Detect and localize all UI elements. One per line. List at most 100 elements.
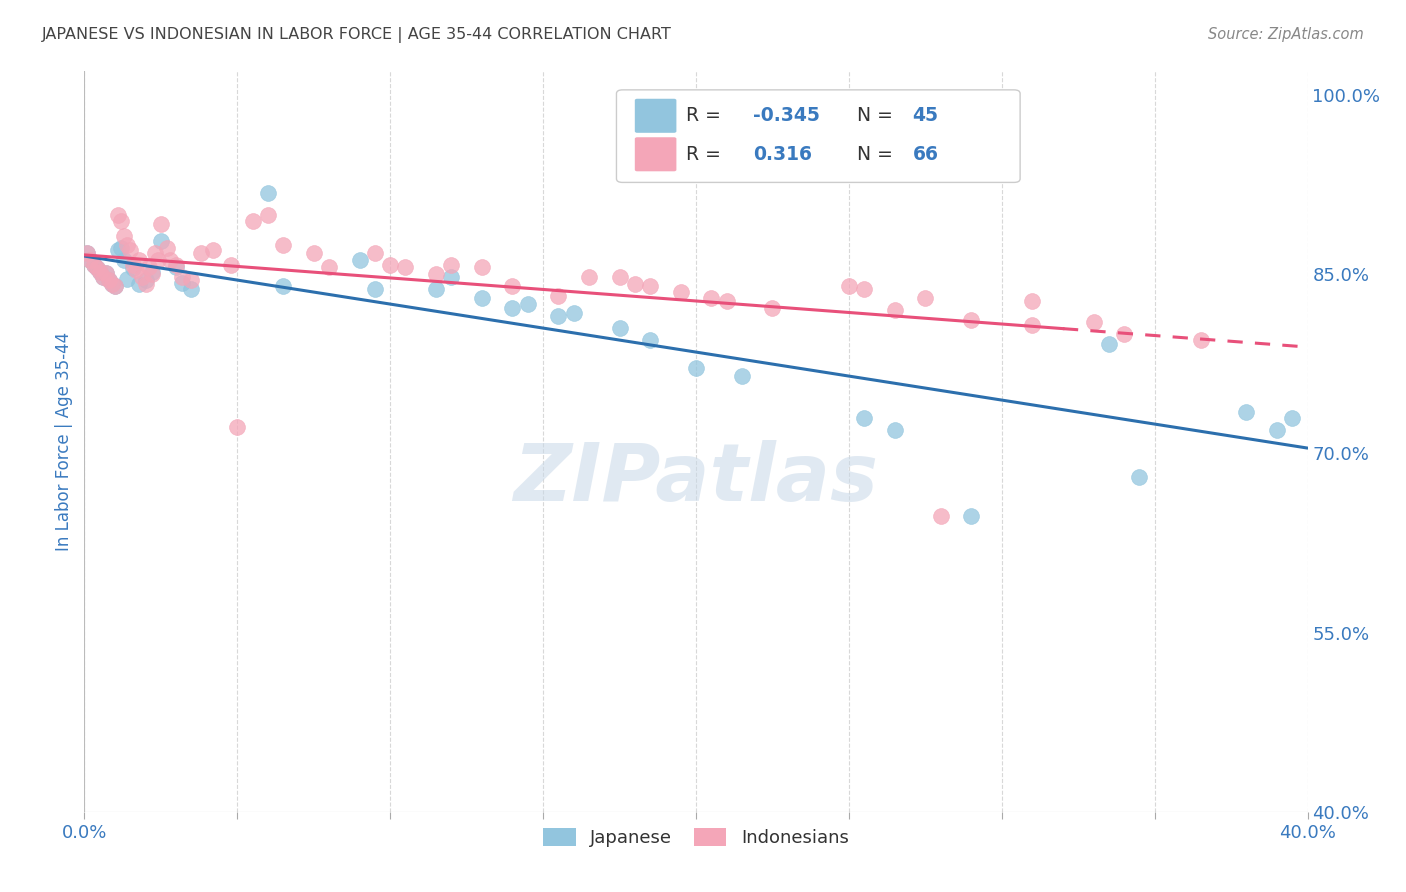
Point [731, 368, 754, 383]
Point [1281, 410, 1303, 425]
Point [141, 268, 163, 282]
Point [914, 291, 936, 305]
Point [190, 245, 212, 260]
Point [91, 269, 114, 284]
Point [83, 258, 105, 272]
Point [242, 213, 264, 227]
Point [883, 423, 905, 437]
Point [257, 186, 280, 201]
Text: N =: N = [858, 106, 900, 125]
Point [929, 508, 952, 523]
Point [700, 291, 723, 305]
Point [425, 282, 447, 296]
Point [609, 321, 631, 335]
Text: 66: 66 [912, 145, 938, 164]
Point [638, 333, 661, 347]
Point [960, 508, 983, 523]
Point [440, 258, 463, 272]
Point [380, 258, 402, 272]
Point [83, 258, 105, 272]
Point [122, 261, 145, 276]
Point [107, 244, 129, 258]
FancyBboxPatch shape [616, 90, 1021, 183]
Point [122, 258, 145, 272]
Point [156, 241, 179, 255]
Point [104, 279, 127, 293]
FancyBboxPatch shape [636, 99, 676, 133]
Point [135, 277, 157, 291]
Text: ZIPatlas: ZIPatlas [513, 440, 879, 517]
Point [716, 293, 738, 308]
Point [502, 301, 524, 315]
Point [669, 285, 692, 300]
Point [97, 273, 120, 287]
Text: 0.316: 0.316 [754, 145, 813, 164]
Point [1128, 470, 1150, 484]
Point [128, 277, 150, 291]
Point [149, 234, 172, 248]
Point [578, 269, 600, 284]
Point [135, 273, 157, 287]
Point [79, 253, 101, 268]
Point [180, 273, 202, 287]
Text: R =: R = [686, 106, 727, 125]
Point [141, 265, 163, 279]
Point [1098, 336, 1121, 351]
Point [257, 208, 280, 222]
Point [1114, 327, 1136, 342]
Point [143, 245, 166, 260]
Point [120, 244, 142, 258]
Text: -0.345: -0.345 [754, 106, 820, 125]
Point [76, 245, 98, 260]
Point [547, 289, 569, 303]
Point [91, 269, 114, 284]
Point [838, 279, 860, 293]
Point [201, 244, 224, 258]
Point [471, 260, 494, 275]
Point [883, 303, 905, 318]
Point [502, 279, 524, 293]
Point [112, 253, 135, 268]
Point [86, 261, 108, 276]
Point [624, 277, 647, 291]
Text: JAPANESE VS INDONESIAN IN LABOR FORCE | AGE 35-44 CORRELATION CHART: JAPANESE VS INDONESIAN IN LABOR FORCE | … [42, 27, 672, 43]
Point [638, 279, 661, 293]
Point [394, 260, 416, 275]
Point [104, 279, 127, 293]
Point [138, 260, 160, 275]
Point [110, 213, 132, 227]
Point [165, 258, 187, 272]
Y-axis label: In Labor Force | Age 35-44: In Labor Force | Age 35-44 [55, 332, 73, 551]
Point [425, 268, 447, 282]
Point [131, 269, 153, 284]
Point [159, 253, 181, 268]
Point [516, 297, 538, 311]
Point [107, 208, 129, 222]
Point [165, 260, 187, 275]
Point [101, 277, 124, 291]
Point [562, 305, 585, 319]
Point [79, 253, 101, 268]
Point [115, 237, 138, 252]
Text: R =: R = [686, 145, 733, 164]
Point [89, 265, 111, 279]
Point [172, 276, 194, 290]
Point [271, 237, 294, 252]
Point [94, 266, 117, 280]
Point [318, 260, 340, 275]
Text: Source: ZipAtlas.com: Source: ZipAtlas.com [1208, 27, 1364, 42]
Point [101, 277, 124, 291]
Point [125, 262, 148, 277]
FancyBboxPatch shape [636, 137, 676, 171]
Point [685, 360, 707, 375]
Point [440, 269, 463, 284]
Point [1189, 333, 1212, 347]
Point [172, 269, 194, 284]
Point [115, 272, 138, 286]
Point [86, 261, 108, 276]
Point [180, 282, 202, 296]
Point [364, 245, 387, 260]
Point [226, 420, 249, 434]
Text: N =: N = [858, 145, 900, 164]
Point [471, 291, 494, 305]
